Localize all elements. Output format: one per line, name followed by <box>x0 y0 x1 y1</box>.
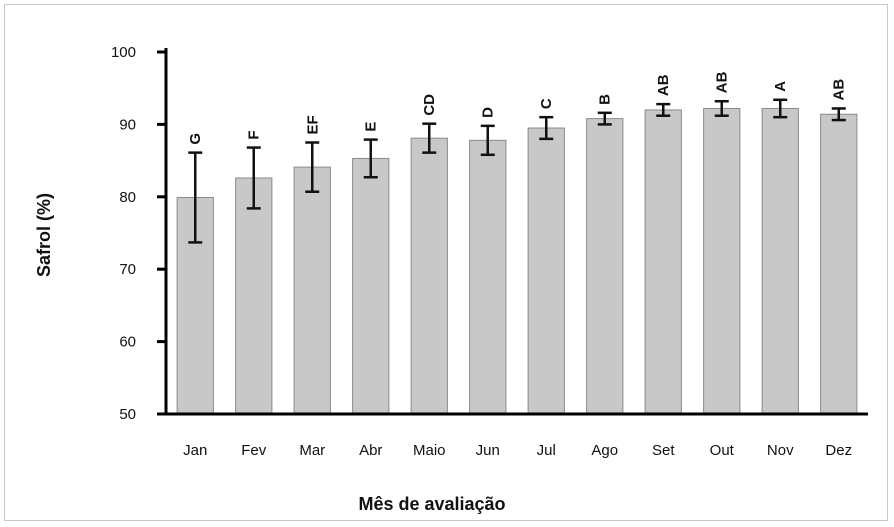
y-tick-label: 80 <box>119 189 136 206</box>
error-bar-out <box>714 99 729 117</box>
bar-abr <box>352 157 390 415</box>
bar-set <box>644 109 682 415</box>
y-axis-title: Safrol (%) <box>34 193 54 277</box>
x-ticks-layer: Jan Fev Mar Abr Maio Jun Jul Ago Set Out Nov Dez <box>183 442 852 459</box>
bar-jul <box>527 127 565 415</box>
x-tick-label-set: Set <box>652 442 675 459</box>
x-tick-label-ago: Ago <box>591 442 618 459</box>
error-bar-nov <box>773 98 788 119</box>
error-bar-mar <box>305 141 320 193</box>
significance-letter-out: AB <box>714 71 731 93</box>
bar-jun <box>469 139 507 415</box>
significance-letter-ago: B <box>597 94 614 105</box>
significance-letter-fev: F <box>246 130 263 139</box>
y-tick-label: 90 <box>119 116 136 133</box>
x-tick-label-mar: Mar <box>299 442 325 459</box>
error-bar-jan <box>188 151 203 244</box>
error-bar-ago <box>597 111 612 126</box>
significance-letter-jun: D <box>480 107 497 118</box>
bar-nov <box>761 107 799 415</box>
bar-dez <box>820 113 858 415</box>
error-bar-abr <box>363 138 378 179</box>
y-tick-label: 100 <box>111 44 136 61</box>
error-bar-maio <box>422 122 437 154</box>
x-tick-label-dez: Dez <box>825 442 852 459</box>
y-tick-label: 60 <box>119 334 136 351</box>
y-ticks-layer: 50 60 70 80 90 100 <box>111 44 166 423</box>
error-bar-set <box>656 102 671 117</box>
x-tick-label-jul: Jul <box>537 442 556 459</box>
y-tick-label: 70 <box>119 261 136 278</box>
y-tick-label: 50 <box>119 406 136 423</box>
significance-letter-dez: AB <box>831 79 848 101</box>
bars-layer <box>176 107 858 415</box>
bar-out <box>703 107 741 415</box>
error-bars-layer <box>188 98 846 244</box>
bar-mar <box>293 166 331 415</box>
significance-letter-jan: G <box>187 133 204 145</box>
significance-letter-nov: A <box>772 81 789 92</box>
x-tick-label-abr: Abr <box>359 442 382 459</box>
bar-fev <box>235 177 273 415</box>
x-tick-label-jun: Jun <box>476 442 500 459</box>
x-tick-label-fev: Fev <box>241 442 267 459</box>
significance-letter-maio: CD <box>421 94 438 116</box>
x-tick-label-jan: Jan <box>183 442 207 459</box>
error-bar-jun <box>480 124 495 157</box>
x-tick-label-maio: Maio <box>413 442 446 459</box>
significance-letters-layer: G F EF E CD D C B AB AB A AB <box>187 71 848 144</box>
significance-letter-set: AB <box>655 74 672 96</box>
x-axis-title: Mês de avaliação <box>358 494 505 514</box>
error-bar-fev <box>246 146 261 210</box>
significance-letter-jul: C <box>538 98 555 109</box>
significance-letter-mar: EF <box>304 115 321 134</box>
x-tick-label-out: Out <box>710 442 735 459</box>
significance-letter-abr: E <box>363 122 380 132</box>
error-bar-dez <box>831 107 846 122</box>
bar-maio <box>410 137 448 415</box>
error-bar-jul <box>539 115 554 141</box>
bar-ago <box>586 118 624 415</box>
x-tick-label-nov: Nov <box>767 442 794 459</box>
